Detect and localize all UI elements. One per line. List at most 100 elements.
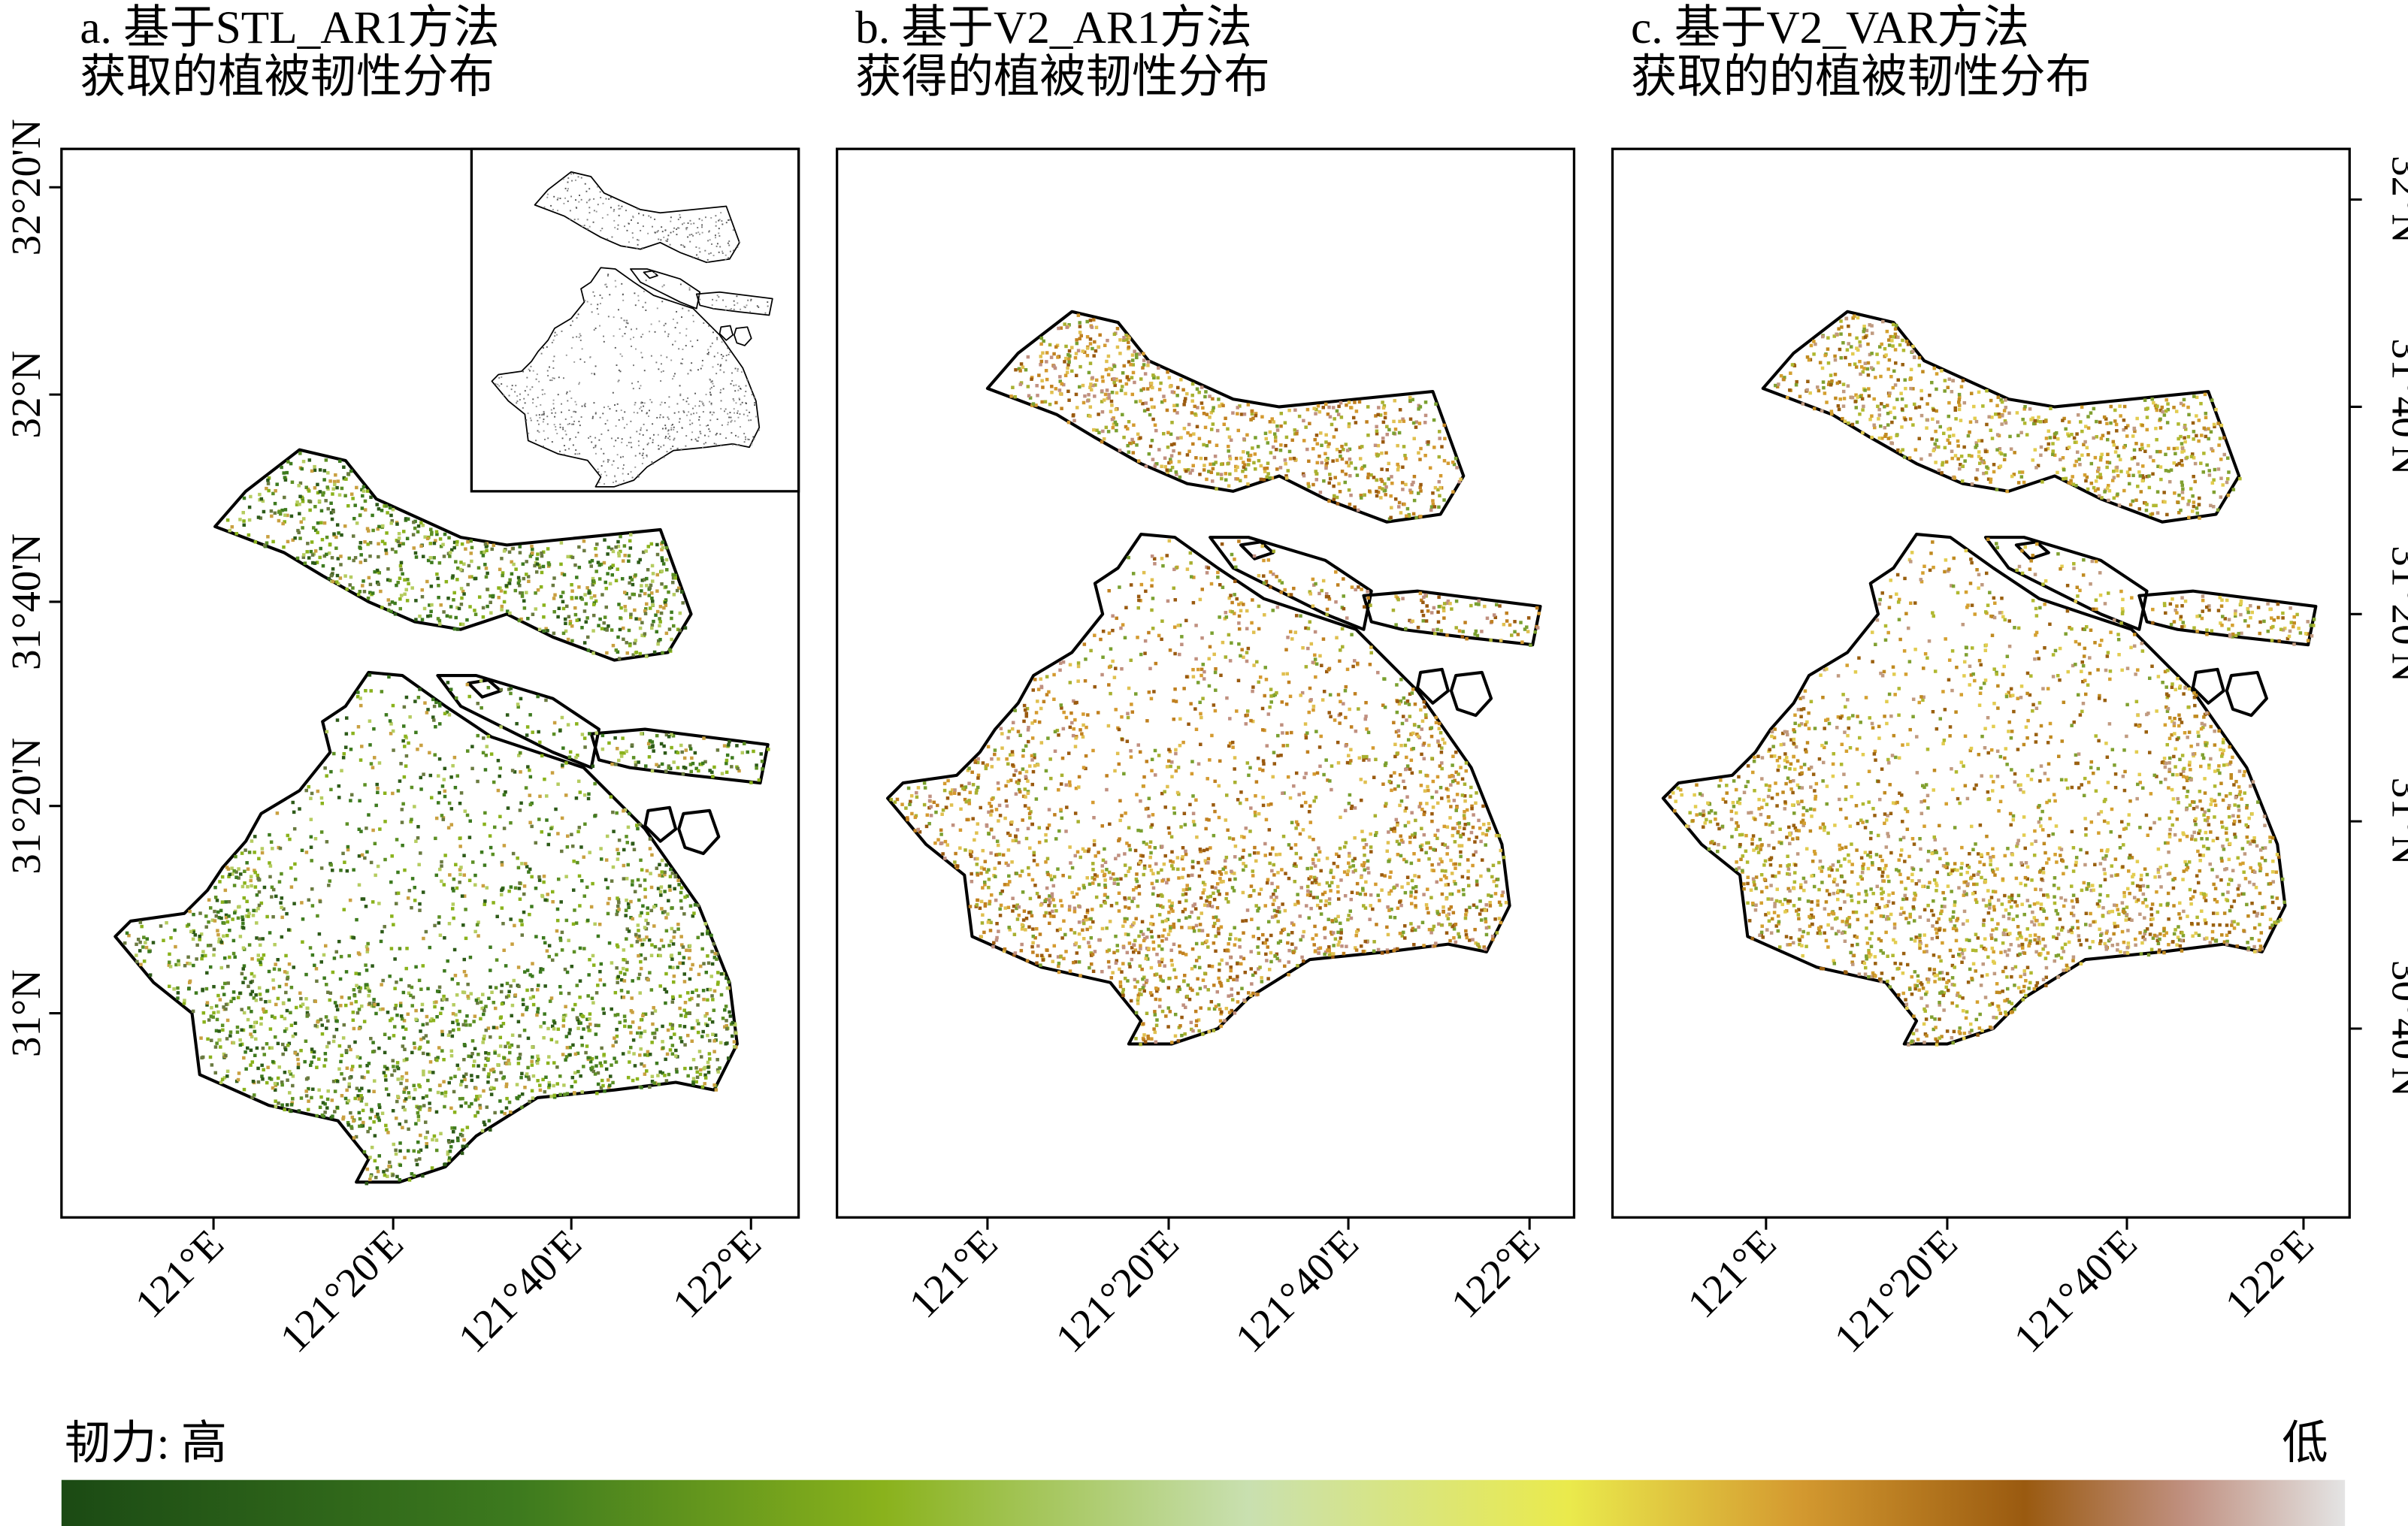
- pixel: [1181, 855, 1184, 859]
- pixel: [293, 862, 297, 866]
- pixel: [1469, 785, 1473, 790]
- pixel: [372, 1089, 376, 1094]
- pixel: [417, 863, 421, 867]
- pixel: [1475, 836, 1478, 839]
- pixel: [1048, 953, 1052, 958]
- pixel: [252, 996, 256, 1000]
- pixel: [403, 1098, 407, 1103]
- pixel: [612, 829, 616, 833]
- pixel: [433, 1005, 437, 1009]
- pixel: [1437, 430, 1441, 434]
- pixel: [594, 547, 597, 551]
- pixel: [253, 835, 257, 839]
- pixel: [525, 573, 528, 576]
- pixel: [325, 1044, 329, 1049]
- pixel: [310, 469, 314, 473]
- pixel: [1424, 713, 1428, 717]
- pixel: [275, 811, 280, 815]
- pixel: [1194, 798, 1198, 802]
- pixel: [1060, 773, 1064, 778]
- pixel: [343, 1096, 348, 1101]
- pixel: [296, 1062, 301, 1066]
- pixel: [1478, 945, 1481, 949]
- pixel: [222, 1076, 227, 1080]
- pixel: [362, 1020, 367, 1023]
- pixel: [233, 911, 237, 915]
- pixel: [390, 1073, 394, 1077]
- pixel: [1060, 706, 1063, 710]
- pixel: [1358, 457, 1363, 461]
- pixel: [262, 509, 266, 514]
- pixel: [1053, 749, 1057, 754]
- pixel: [228, 928, 231, 932]
- pixel: [1172, 699, 1175, 703]
- pixel: [300, 848, 304, 853]
- pixel: [336, 479, 340, 483]
- pixel: [1294, 826, 1298, 830]
- pixel: [679, 906, 684, 910]
- pixel: [1293, 428, 1297, 432]
- pixel: [255, 921, 259, 925]
- pixel: [591, 963, 596, 967]
- pixel: [674, 1054, 678, 1058]
- pixel: [484, 1028, 489, 1032]
- pixel: [1428, 846, 1432, 850]
- pixel: [631, 1020, 635, 1024]
- pixel: [353, 556, 358, 560]
- pixel: [446, 1152, 450, 1156]
- pixel: [697, 1050, 702, 1053]
- pixel: [1199, 715, 1203, 720]
- pixel: [516, 1056, 521, 1061]
- pixel: [1005, 757, 1009, 761]
- pixel: [1286, 941, 1290, 945]
- pixel: [368, 719, 372, 723]
- pixel: [1354, 946, 1357, 950]
- pixel: [631, 1011, 634, 1014]
- pixel: [607, 741, 611, 745]
- pixel: [434, 700, 438, 705]
- pixel: [1264, 437, 1268, 441]
- pixel: [1390, 506, 1393, 509]
- pixel: [1107, 870, 1112, 875]
- pixel: [674, 1068, 679, 1071]
- pixel: [360, 1004, 364, 1008]
- pixel: [1108, 367, 1112, 370]
- pixel: [695, 1019, 700, 1023]
- pixel: [1078, 331, 1082, 334]
- pixel: [576, 1069, 580, 1074]
- pixel: [1319, 869, 1323, 873]
- pixel: [339, 1004, 343, 1008]
- pixel: [502, 948, 506, 953]
- pixel: [304, 1089, 308, 1093]
- pixel: [250, 972, 254, 976]
- pixel: [670, 1023, 675, 1027]
- pixel: [394, 902, 398, 905]
- pixel: [1147, 796, 1151, 800]
- pixel: [358, 697, 362, 700]
- pixel: [1453, 826, 1457, 830]
- pixel: [221, 986, 225, 990]
- pixel: [1146, 364, 1150, 367]
- pixel: [670, 733, 673, 736]
- pixel: [712, 989, 717, 993]
- pixel: [293, 878, 298, 881]
- pixel: [995, 935, 999, 940]
- pixel: [1134, 352, 1139, 356]
- pixel: [1440, 445, 1444, 449]
- pixel: [1208, 758, 1212, 762]
- pixel: [973, 857, 978, 861]
- pixel: [274, 1104, 278, 1108]
- pixel: [392, 1065, 395, 1068]
- pixel: [1207, 684, 1212, 688]
- coastline: [677, 808, 721, 856]
- pixel: [631, 582, 635, 587]
- pixel: [277, 968, 282, 972]
- pixel: [1091, 346, 1094, 351]
- pixel: [697, 972, 701, 977]
- pixel: [558, 936, 562, 941]
- pixel: [434, 816, 439, 820]
- pixel: [613, 1036, 616, 1040]
- pixel: [327, 1041, 331, 1045]
- pixel: [500, 906, 504, 910]
- pixel: [565, 845, 570, 849]
